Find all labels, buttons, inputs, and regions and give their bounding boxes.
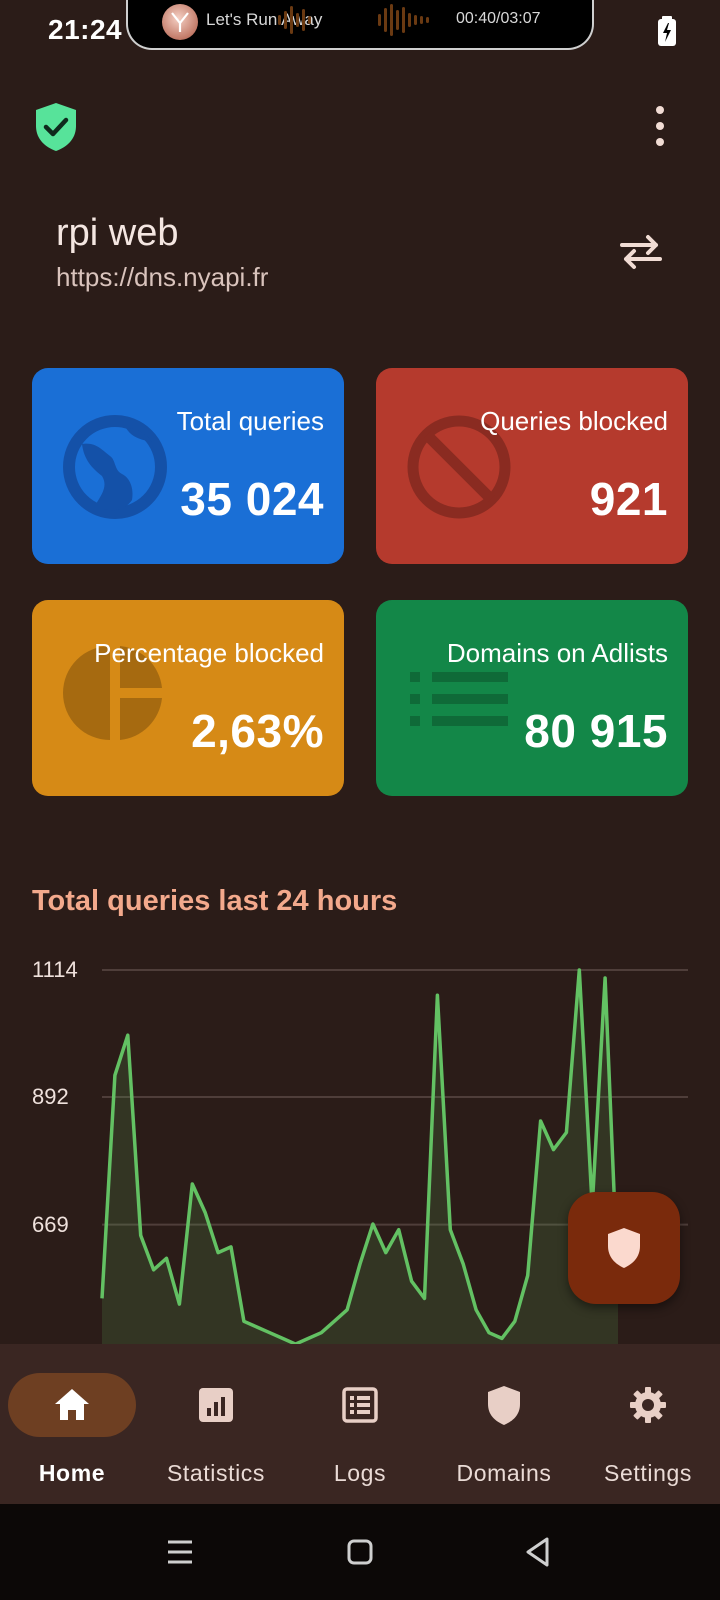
nav-item-statistics[interactable]: Statistics: [144, 1344, 288, 1504]
bottom-navigation: Home Statistics Logs Domains: [0, 1344, 720, 1504]
series-line: [100, 968, 620, 1344]
globe-icon: [63, 415, 167, 519]
back-icon[interactable]: [520, 1534, 556, 1570]
home-system-icon[interactable]: [342, 1534, 378, 1570]
nav-label-statistics: Statistics: [166, 1460, 266, 1486]
system-navigation-bar: [0, 1504, 720, 1600]
list-icon: [410, 672, 508, 726]
audio-wave-icon: [278, 2, 311, 38]
shield-icon: [488, 1386, 520, 1425]
album-art: [162, 4, 198, 40]
gear-icon: [630, 1387, 666, 1423]
nav-item-logs[interactable]: Logs: [288, 1344, 432, 1504]
nav-label-settings: Settings: [604, 1460, 692, 1486]
domains-on-adlists-label: Domains on Adlists: [446, 638, 668, 668]
queries-line-chart: 1114 892 669: [0, 960, 720, 1344]
percentage-blocked-label: Percentage blocked: [94, 638, 324, 668]
logs-icon: [342, 1387, 378, 1423]
statistics-icon: [199, 1388, 233, 1422]
recent-apps-icon[interactable]: [162, 1534, 198, 1570]
y-tick-label: 892: [32, 1084, 69, 1109]
nav-label-domains: Domains: [456, 1460, 552, 1486]
battery-charging-icon: [658, 16, 676, 46]
pie-chart-icon: [63, 646, 162, 740]
nav-item-domains[interactable]: Domains: [432, 1344, 576, 1504]
media-progress-time: 00:40/03:07: [456, 10, 541, 27]
toggle-blocking-button[interactable]: [568, 1192, 680, 1304]
audio-wave-icon: [378, 2, 429, 38]
domains-on-adlists-value: 80 915: [524, 705, 668, 757]
home-icon: [55, 1389, 89, 1420]
percentage-blocked-card[interactable]: Percentage blocked 2,63%: [32, 600, 344, 796]
chart-title: Total queries last 24 hours: [32, 885, 398, 917]
queries-blocked-label: Queries blocked: [480, 406, 668, 436]
nav-label-logs: Logs: [333, 1460, 387, 1486]
block-icon: [407, 415, 511, 519]
clock: 21:24: [48, 14, 123, 45]
domains-on-adlists-card[interactable]: Domains on Adlists 80 915: [376, 600, 688, 796]
percentage-blocked-value: 2,63%: [191, 705, 324, 757]
y-tick-label: 669: [32, 1211, 69, 1237]
status-bar: 21:24 Let's Run Away 00:40/03:07: [0, 0, 720, 62]
y-tick-label: 1114: [32, 960, 78, 982]
queries-blocked-card[interactable]: Queries blocked 921: [376, 368, 688, 564]
media-notch[interactable]: Let's Run Away 00:40/03:07: [126, 0, 594, 50]
shield-icon: [608, 1228, 640, 1268]
total-queries-value: 35 024: [180, 473, 324, 525]
media-title: Let's Run Away: [206, 10, 323, 29]
chart-canvas: [100, 968, 688, 1344]
total-queries-label: Total queries: [176, 406, 324, 436]
server-url: https://dns.nyapi.fr: [56, 262, 269, 292]
total-queries-card[interactable]: Total queries 35 024: [32, 368, 344, 564]
nav-label-home: Home: [38, 1460, 106, 1486]
queries-blocked-value: 921: [589, 473, 668, 525]
switch-server-icon[interactable]: [620, 234, 662, 270]
more-options-icon[interactable]: [652, 106, 668, 146]
status-shield-check-icon: [36, 103, 76, 151]
nav-item-home[interactable]: Home: [0, 1344, 144, 1504]
nav-item-settings[interactable]: Settings: [576, 1344, 720, 1504]
server-name: rpi web: [56, 212, 179, 254]
